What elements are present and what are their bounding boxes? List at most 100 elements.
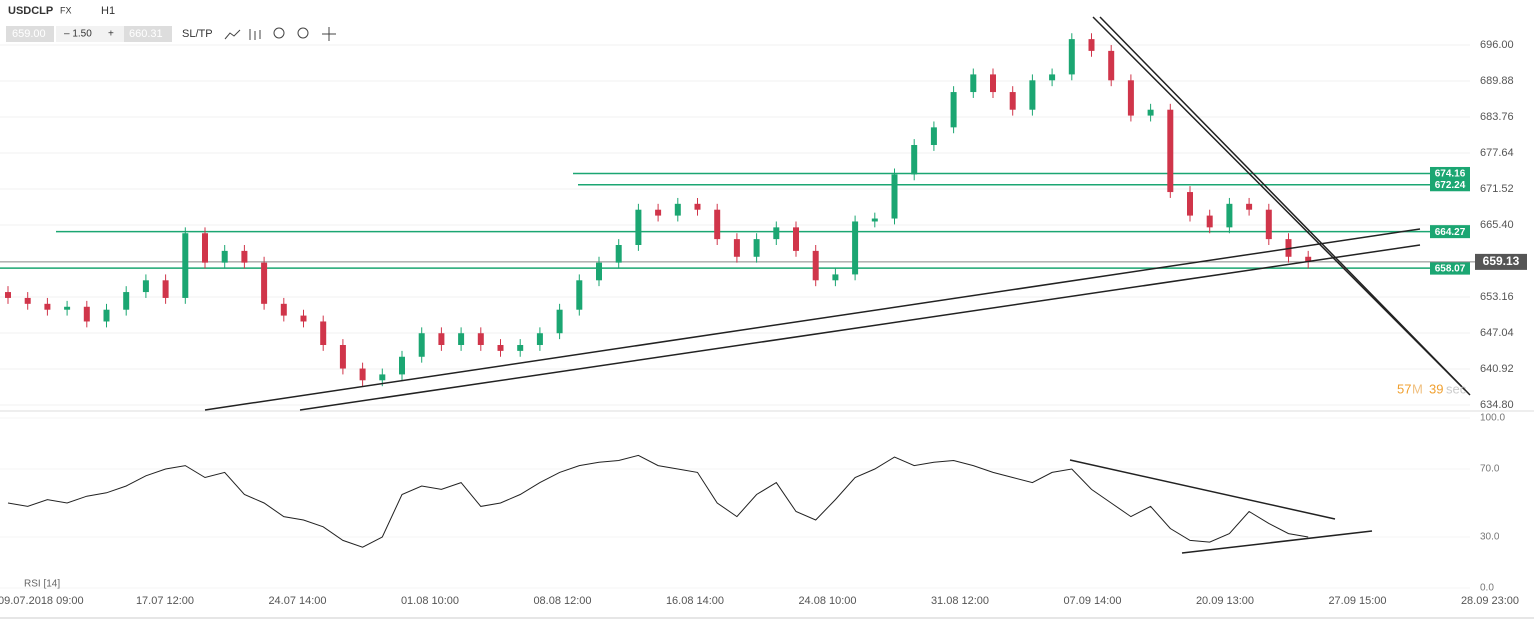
candle-body [280, 303, 287, 316]
zoom-in-icon[interactable] [297, 27, 309, 39]
y-tick-label: 689.88 [1480, 75, 1514, 87]
candle-body [615, 245, 622, 263]
x-tick-label: 01.08 10:00 [401, 595, 459, 607]
candle-body [635, 209, 642, 245]
candle-body [812, 250, 819, 281]
x-tick-label: 16.08 14:00 [666, 595, 724, 607]
candle-body [379, 374, 386, 381]
level-label-box [1430, 261, 1470, 275]
trendline [1092, 16, 1466, 391]
candle-body [1068, 39, 1075, 75]
candle-body [202, 233, 208, 263]
zoom-out-icon[interactable] [273, 27, 285, 39]
candle-body [359, 368, 366, 381]
y-tick-label: 647.04 [1480, 327, 1514, 339]
rsi-tick-label: 70.0 [1480, 464, 1500, 475]
level-label: 664.27 [1435, 227, 1466, 238]
x-tick-label: 31.08 12:00 [931, 595, 989, 607]
level-label: 674.16 [1435, 169, 1466, 180]
candle-body [418, 333, 425, 357]
line-tool-icon[interactable] [224, 29, 241, 40]
candles [5, 33, 1312, 387]
candle-body [458, 333, 465, 345]
y-tick-label: 665.40 [1480, 219, 1514, 231]
candle-body [1108, 50, 1115, 81]
candle-body [990, 74, 996, 93]
candle-body [438, 333, 445, 345]
candle-body [1088, 39, 1095, 51]
x-tick-label: 27.09 15:00 [1328, 595, 1386, 607]
rsi-line [7, 454, 1309, 548]
ask[interactable]: 660.31 [129, 28, 163, 40]
candle-body [477, 333, 484, 345]
x-tick-label: 08.08 12:00 [533, 595, 591, 607]
candle-body [1187, 192, 1193, 216]
candle-body [44, 303, 51, 310]
candle-body [576, 280, 583, 310]
candle-body [655, 209, 662, 216]
current-price-label: 659.13 [1483, 254, 1520, 268]
y-tick-label: 653.16 [1480, 291, 1514, 303]
toolbar: USDCLP FX H1 659.00 – 1.50 + 660.31 SL/T… [6, 5, 336, 42]
candle-body [793, 227, 799, 251]
level-label-box [1430, 225, 1470, 239]
current-price-box [1475, 253, 1527, 270]
x-tick-label: 07.09 14:00 [1063, 595, 1121, 607]
spread-box [56, 26, 128, 42]
candle-body [930, 127, 937, 145]
y-tick-label: 634.80 [1480, 399, 1514, 411]
rsi-trendline [1069, 459, 1336, 520]
candle-body [103, 309, 110, 322]
candle-body [5, 292, 11, 298]
level-label: 672.24 [1435, 180, 1466, 191]
candle-body [517, 345, 524, 351]
candle-body [123, 292, 130, 310]
candle-body [852, 221, 859, 275]
rsi-panel [7, 454, 1309, 548]
timeframe[interactable]: H1 [101, 5, 115, 17]
axis-labels: 696.00 689.88 683.76 677.64 671.52 665.40 653.… [0, 39, 1519, 607]
market[interactable]: FX [60, 5, 72, 15]
candle-body [182, 233, 189, 298]
countdown-seconds: 39 [1429, 381, 1443, 396]
candle-body [674, 203, 681, 216]
candle-body [1009, 92, 1016, 110]
y-tick-label: 671.52 [1480, 183, 1514, 195]
crosshair-icon[interactable] [322, 27, 336, 41]
bid[interactable]: 659.00 [12, 28, 46, 40]
candle-body [891, 174, 898, 219]
candle-body [1127, 80, 1134, 116]
candle-body [871, 218, 878, 222]
candle-body [1049, 74, 1056, 81]
x-tick-label: 09.07.2018 09:00 [0, 595, 84, 607]
x-tick-label: 17.07 12:00 [136, 595, 194, 607]
candle-body [753, 239, 760, 257]
candle-body [556, 309, 563, 334]
countdown: 57 M 39 sec [1397, 381, 1467, 396]
candle-body [714, 209, 721, 240]
x-tick-label: 24.08 10:00 [798, 595, 856, 607]
candle-body [83, 306, 90, 322]
rsi-tick-label: 30.0 [1480, 532, 1500, 543]
candle-tool-icon[interactable] [249, 29, 261, 40]
tool-icons[interactable] [224, 27, 336, 41]
candle-body [221, 250, 228, 263]
trendline [204, 228, 1421, 411]
candle-body [339, 345, 346, 369]
candle-body [261, 262, 268, 304]
y-tick-label: 640.92 [1480, 363, 1514, 375]
grid [0, 44, 1470, 589]
sltp[interactable]: SL/TP [182, 28, 213, 40]
trendline [299, 244, 1421, 411]
candle-body [142, 280, 149, 293]
rsi-tick-label: 0.0 [1480, 583, 1494, 594]
x-tick-label: 24.07 14:00 [268, 595, 326, 607]
countdown-m: M [1412, 381, 1423, 396]
bid-box[interactable] [6, 26, 54, 42]
candle-body [911, 145, 918, 175]
candle-body [773, 227, 780, 240]
y-tick-label: 683.76 [1480, 111, 1514, 123]
trendline [1099, 16, 1471, 396]
ask-box[interactable] [124, 26, 172, 42]
